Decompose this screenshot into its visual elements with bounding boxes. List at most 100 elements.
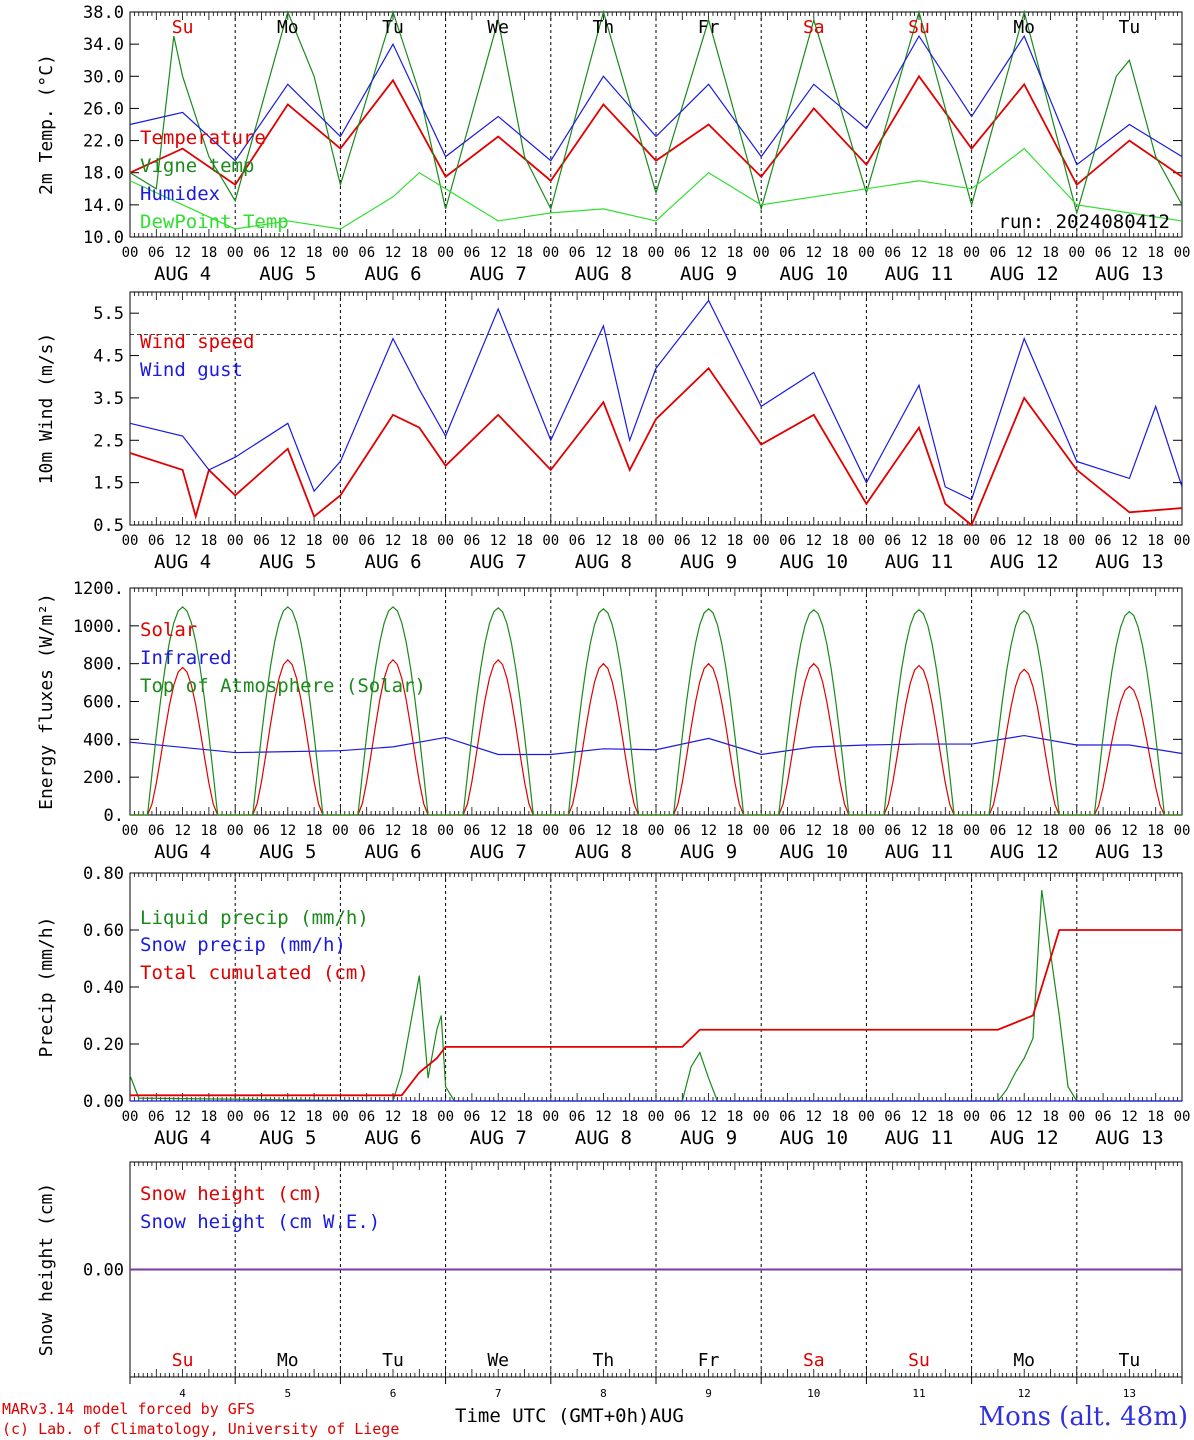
hour-label: 06 — [674, 533, 691, 549]
date-label: AUG 12 — [990, 551, 1059, 573]
hour-label: 06 — [884, 823, 901, 839]
hour-label: 12 — [700, 823, 717, 839]
hour-label: 18 — [1042, 245, 1059, 261]
y-tick-label: 800. — [83, 655, 124, 675]
hour-label: 18 — [200, 823, 217, 839]
weekday-label: Mo — [1013, 1350, 1035, 1371]
hour-label: 18 — [621, 245, 638, 261]
hour-label: 00 — [1174, 823, 1191, 839]
hour-label: 06 — [674, 823, 691, 839]
y-tick-label: 30.0 — [83, 67, 124, 87]
hour-label: 18 — [621, 1109, 638, 1125]
hour-label: 18 — [306, 1109, 323, 1125]
hour-label: 12 — [1121, 823, 1138, 839]
legend-entry: Humidex — [140, 183, 220, 205]
hour-label: 00 — [648, 1109, 665, 1125]
hour-label: 00 — [122, 245, 139, 261]
hour-label: 18 — [411, 533, 428, 549]
x-axis-title-text: Time UTC (GMT+0h) — [455, 1405, 650, 1427]
hour-label: 18 — [621, 533, 638, 549]
date-label: AUG 8 — [575, 551, 632, 573]
hour-label: 06 — [779, 245, 796, 261]
y-tick-label: 0.00 — [83, 1092, 124, 1112]
day-number: 10 — [807, 1387, 820, 1400]
hour-label: 00 — [122, 823, 139, 839]
y-tick-label: 1000. — [73, 617, 124, 637]
hour-label: 18 — [1147, 1109, 1164, 1125]
hour-label: 18 — [1147, 245, 1164, 261]
y-tick-label: 0.20 — [83, 1035, 124, 1055]
date-label: AUG 4 — [154, 263, 211, 285]
hour-label: 12 — [911, 1109, 928, 1125]
hour-label: 00 — [122, 533, 139, 549]
date-label: AUG 6 — [364, 841, 421, 863]
legend-entry: Infrared — [140, 647, 232, 669]
series-line — [130, 929, 1182, 1097]
hour-label: 00 — [753, 1109, 770, 1125]
date-label: AUG 5 — [259, 841, 316, 863]
date-label: AUG 12 — [990, 1127, 1059, 1149]
hour-label: 00 — [1174, 1109, 1191, 1125]
hour-label: 18 — [621, 823, 638, 839]
hour-label: 00 — [332, 533, 349, 549]
hour-label: 12 — [490, 823, 507, 839]
hour-label: 12 — [1016, 533, 1033, 549]
weekday-label: Tu — [382, 1350, 404, 1371]
y-tick-label: 200. — [83, 768, 124, 788]
date-label: AUG 10 — [779, 551, 848, 573]
date-label: AUG 10 — [779, 1127, 848, 1149]
day-number: 4 — [179, 1387, 186, 1400]
weekday-label: Tu — [1119, 17, 1141, 38]
date-label: AUG 10 — [779, 841, 848, 863]
date-label: AUG 10 — [779, 263, 848, 285]
hour-label: 18 — [306, 245, 323, 261]
series-line — [129, 299, 1183, 501]
hour-label: 00 — [437, 245, 454, 261]
hour-label: 06 — [779, 1109, 796, 1125]
weekday-label: Mo — [277, 17, 299, 38]
hour-label: 00 — [963, 245, 980, 261]
date-label: AUG 5 — [259, 551, 316, 573]
hour-label: 00 — [437, 823, 454, 839]
hour-label: 00 — [227, 533, 244, 549]
hour-label: 00 — [753, 245, 770, 261]
date-label: AUG 11 — [885, 1127, 954, 1149]
date-label: AUG 7 — [470, 1127, 527, 1149]
y-tick-label: 1200. — [73, 579, 124, 599]
weekday-label: Tu — [1119, 1350, 1141, 1371]
hour-label: 18 — [726, 1109, 743, 1125]
hour-label: 00 — [542, 1109, 559, 1125]
date-label: AUG 9 — [680, 263, 737, 285]
hour-label: 18 — [411, 823, 428, 839]
panel-frame — [129, 11, 1183, 238]
y-tick-label: 26.0 — [83, 99, 124, 119]
run-annotation: run: 2024080412 — [998, 211, 1170, 233]
hour-label: 18 — [1147, 823, 1164, 839]
hour-label: 00 — [332, 823, 349, 839]
hour-label: 00 — [963, 1109, 980, 1125]
hour-label: 12 — [805, 245, 822, 261]
y-tick-label: 400. — [83, 730, 124, 750]
hour-label: 06 — [884, 245, 901, 261]
hour-label: 00 — [753, 823, 770, 839]
hour-label: 12 — [805, 1109, 822, 1125]
y-tick-label: 38.0 — [83, 3, 124, 23]
hour-label: 06 — [569, 245, 586, 261]
hour-label: 12 — [490, 533, 507, 549]
hour-label: 00 — [858, 1109, 875, 1125]
hour-label: 12 — [1121, 245, 1138, 261]
hour-label: 06 — [463, 823, 480, 839]
date-label: AUG 13 — [1095, 841, 1164, 863]
hour-label: 06 — [253, 1109, 270, 1125]
y-tick-label: 10.0 — [83, 228, 124, 248]
hour-label: 06 — [358, 823, 375, 839]
weekday-label: Sa — [803, 1350, 825, 1371]
hour-label: 06 — [569, 1109, 586, 1125]
y-axis-label: 2m Temp. (°C) — [36, 54, 57, 195]
y-axis-label: Energy fluxes (W/m²) — [36, 593, 57, 810]
y-tick-label: 22.0 — [83, 132, 124, 152]
credit-line-1: MARv3.14 model forced by GFS — [2, 1400, 255, 1418]
hour-label: 18 — [937, 245, 954, 261]
hour-label: 12 — [911, 533, 928, 549]
